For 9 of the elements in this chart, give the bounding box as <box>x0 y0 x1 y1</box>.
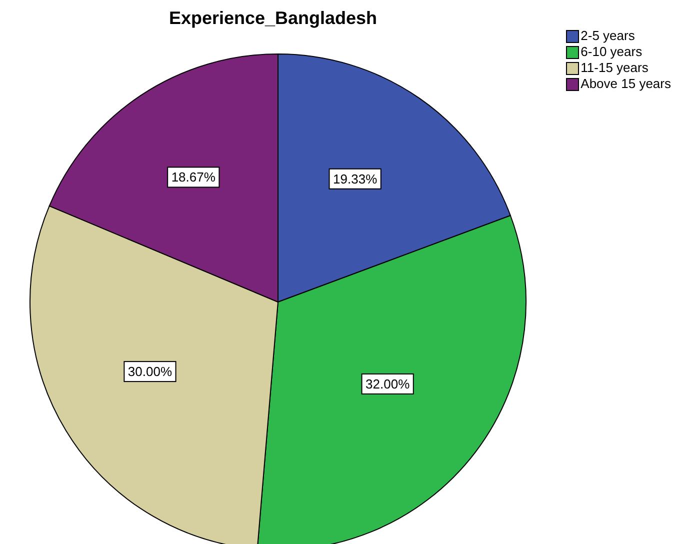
legend-label: 11-15 years <box>580 60 648 76</box>
legend-label: 6-10 years <box>580 44 642 60</box>
legend-label: 2-5 years <box>580 28 635 44</box>
data-label: 30.00% <box>128 364 172 380</box>
legend-label: Above 15 years <box>580 76 671 92</box>
data-label: 18.67% <box>171 170 216 185</box>
data-label: 32.00% <box>366 376 410 392</box>
chart-title: Experience_Bangladesh <box>168 8 378 28</box>
data-label: 19.33% <box>333 171 378 186</box>
